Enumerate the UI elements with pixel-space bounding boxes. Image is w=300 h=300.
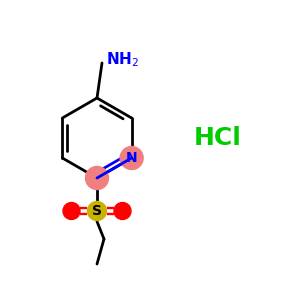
Circle shape [88, 202, 106, 220]
Text: O: O [66, 205, 77, 218]
Circle shape [114, 202, 131, 220]
Circle shape [63, 202, 80, 220]
Text: N: N [126, 151, 137, 165]
Text: NH$_2$: NH$_2$ [106, 51, 139, 69]
Text: S: S [92, 204, 102, 218]
Circle shape [120, 146, 143, 170]
Text: O: O [117, 205, 128, 218]
Text: HCl: HCl [194, 126, 242, 150]
Circle shape [85, 167, 109, 190]
